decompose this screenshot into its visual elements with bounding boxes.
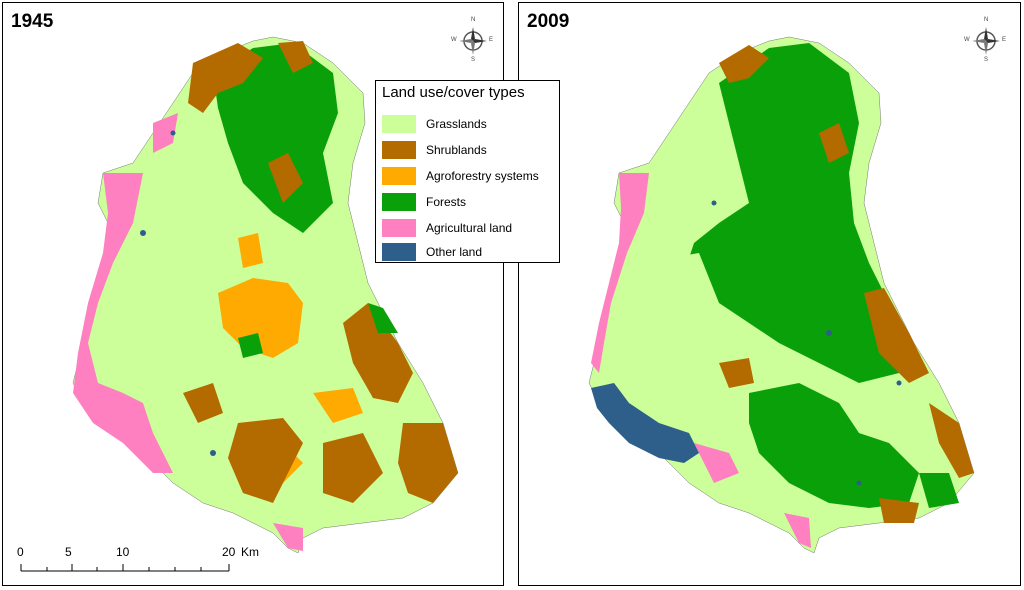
scale-tick-10: 10: [116, 545, 130, 559]
scale-bar: 0 5 10 20 Km: [17, 545, 259, 581]
scale-tick-20: 20: [222, 545, 236, 559]
compass-rose-icon: N S E W: [964, 17, 1007, 63]
scale-tick-5: 5: [65, 545, 72, 559]
legend-swatch: [382, 115, 416, 133]
legend-swatch: [382, 167, 416, 185]
land-cover-map-1945: [72, 36, 459, 554]
compass-rose-icon: N S E W: [451, 17, 494, 63]
legend-swatch: [382, 243, 416, 261]
scale-tick-0: 0: [17, 545, 24, 559]
scale-unit: Km: [241, 545, 259, 559]
map-year-label: 2009: [527, 11, 570, 32]
map-year-label: 1945: [11, 11, 54, 32]
legend-title: Land use/cover types: [382, 84, 525, 101]
map-panel-2009: 2009 N S E W: [518, 2, 1021, 586]
legend-swatch: [382, 193, 416, 211]
land-cover-map-2009: [588, 36, 975, 554]
legend-swatch: [382, 141, 416, 159]
legend-swatch: [382, 219, 416, 237]
legend: Land use/cover types Grasslands Shrublan…: [375, 80, 560, 263]
